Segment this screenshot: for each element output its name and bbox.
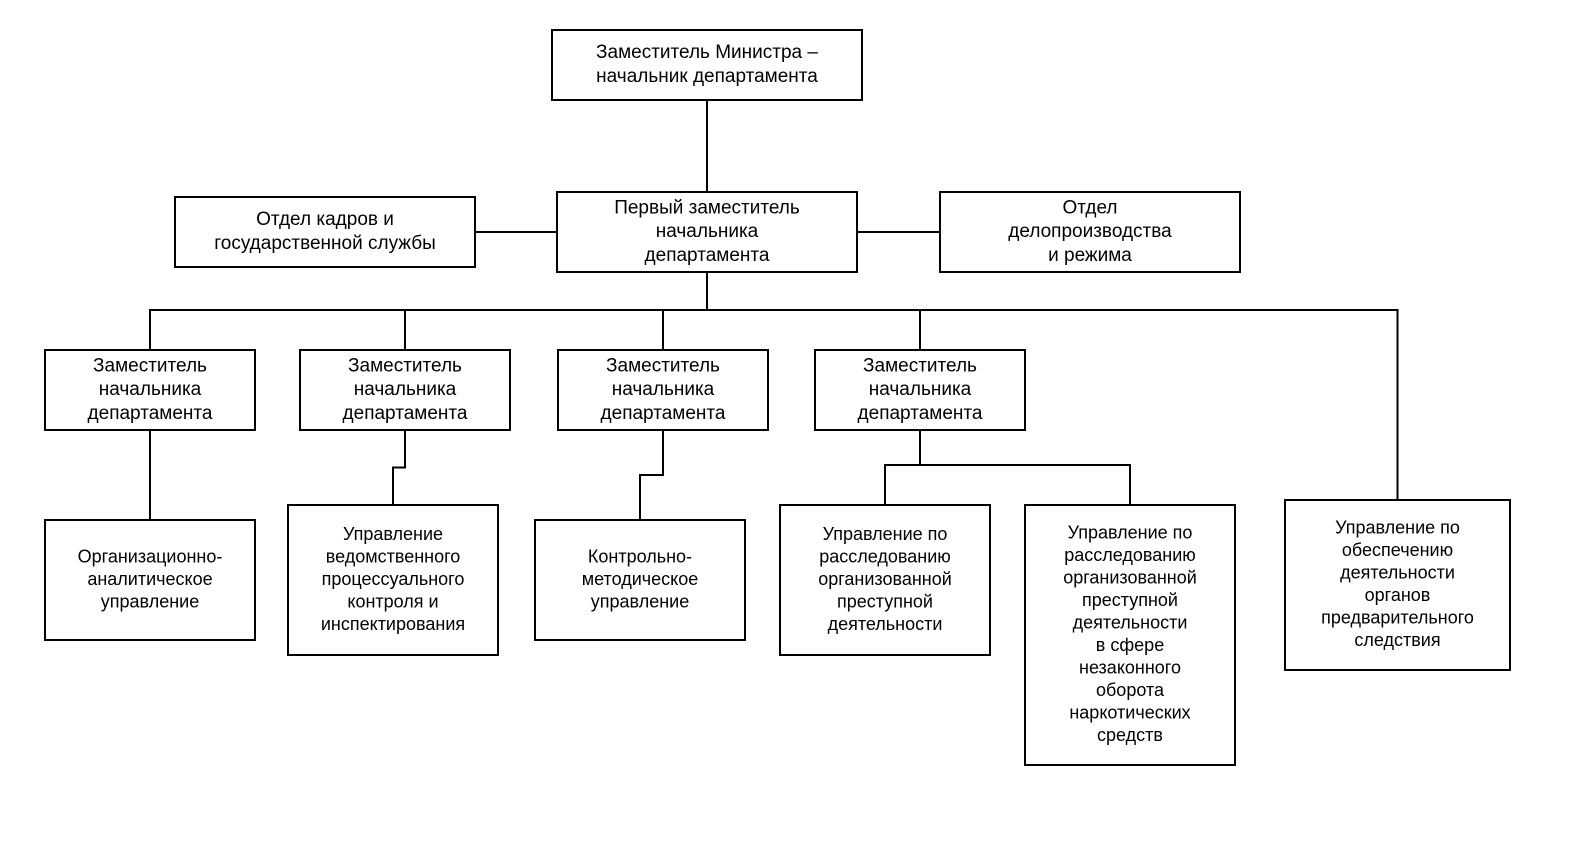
node-n_kadry: Отдел кадров и государственной службы — [175, 197, 475, 267]
edge-n_first-n_zam2 — [405, 272, 707, 350]
node-label: деятельности — [1340, 563, 1455, 583]
node-label: методическое — [582, 569, 699, 589]
node-label: и режима — [1048, 245, 1132, 266]
node-label: инспектирования — [321, 614, 465, 634]
node-label: преступной — [1082, 590, 1178, 610]
node-label: оборота — [1096, 680, 1165, 700]
node-label: Заместитель — [863, 355, 977, 376]
node-n_top: Заместитель Министра – начальник департам… — [552, 30, 862, 100]
node-label: преступной — [837, 591, 933, 611]
node-label: расследованию — [819, 546, 951, 566]
node-label: организованной — [1063, 568, 1197, 588]
node-label: органов — [1365, 585, 1431, 605]
node-label: в сфере — [1096, 635, 1164, 655]
node-label: начальника — [612, 379, 715, 400]
node-n_u1: Организационно-аналитическоеуправление — [45, 520, 255, 640]
node-n_zam4: Заместитель начальника департамента — [815, 350, 1025, 430]
node-label: государственной службы — [214, 233, 436, 254]
edge-n_zam4-n_u5 — [920, 430, 1130, 505]
node-n_u2: Управлениеведомственного процессуальногок… — [288, 505, 498, 655]
node-label: начальника — [99, 379, 202, 400]
node-label: предварительного — [1321, 608, 1474, 628]
node-label: департамента — [601, 403, 726, 424]
node-label: Заместитель Министра – — [596, 42, 818, 63]
edges-layer — [150, 100, 1398, 520]
node-label: Управление по — [1335, 518, 1460, 538]
node-label: ведомственного — [326, 546, 461, 566]
node-n_first: Первый заместитель начальника департамента — [557, 192, 857, 272]
node-label: начальника — [354, 379, 457, 400]
node-label: Управление по — [823, 524, 948, 544]
node-label: начальник департамента — [596, 66, 818, 87]
node-label: департамента — [88, 403, 213, 424]
node-label: обеспечению — [1342, 540, 1453, 560]
edge-n_zam3-n_u3 — [640, 430, 663, 520]
node-label: следствия — [1354, 630, 1440, 650]
node-label: Организационно- — [78, 546, 223, 566]
node-label: средств — [1097, 725, 1163, 745]
node-label: деятельности — [828, 614, 943, 634]
node-label: организованной — [818, 569, 952, 589]
edge-n_zam2-n_u2 — [393, 430, 405, 505]
node-label: контроля и — [347, 591, 438, 611]
node-label: Отдел кадров и — [256, 209, 394, 230]
nodes-layer: Заместитель Министра – начальник департам… — [45, 30, 1510, 765]
node-label: Первый заместитель — [614, 197, 800, 218]
node-n_u4: Управление порасследованию организованной… — [780, 505, 990, 655]
node-label: Заместитель — [348, 355, 462, 376]
edge-n_zam4-n_u4 — [885, 430, 920, 505]
node-label: расследованию — [1064, 545, 1196, 565]
node-label: департамента — [858, 403, 983, 424]
node-label: делопроизводства — [1008, 221, 1172, 242]
node-n_zam1: Заместитель начальника департамента — [45, 350, 255, 430]
node-label: управление — [101, 591, 199, 611]
node-n_zam3: Заместитель начальника департамента — [558, 350, 768, 430]
node-label: начальника — [869, 379, 972, 400]
node-label: деятельности — [1073, 613, 1188, 633]
node-label: аналитическое — [87, 569, 212, 589]
node-n_u5: Управление порасследованию организованной… — [1025, 505, 1235, 765]
node-label: департамента — [343, 403, 468, 424]
node-label: Заместитель — [606, 355, 720, 376]
node-label: наркотических — [1069, 703, 1190, 723]
node-label: Управление — [343, 524, 443, 544]
node-n_u6: Управление пообеспечению деятельностиорга… — [1285, 500, 1510, 670]
node-label: департамента — [645, 245, 770, 266]
edge-n_first-n_zam3 — [663, 272, 707, 350]
node-label: управление — [591, 591, 689, 611]
node-n_u3: Контрольно-методическоеуправление — [535, 520, 745, 640]
node-label: процессуального — [322, 569, 465, 589]
node-label: Контрольно- — [588, 546, 692, 566]
node-label: Отдел — [1063, 197, 1118, 218]
node-label: Управление по — [1068, 523, 1193, 543]
node-n_zam2: Заместитель начальника департамента — [300, 350, 510, 430]
org-chart-diagram: Заместитель Министра – начальник департам… — [0, 0, 1569, 857]
node-label: незаконного — [1079, 658, 1181, 678]
node-n_delo: Отдел делопроизводства и режима — [940, 192, 1240, 272]
node-label: Заместитель — [93, 355, 207, 376]
node-label: начальника — [656, 221, 759, 242]
